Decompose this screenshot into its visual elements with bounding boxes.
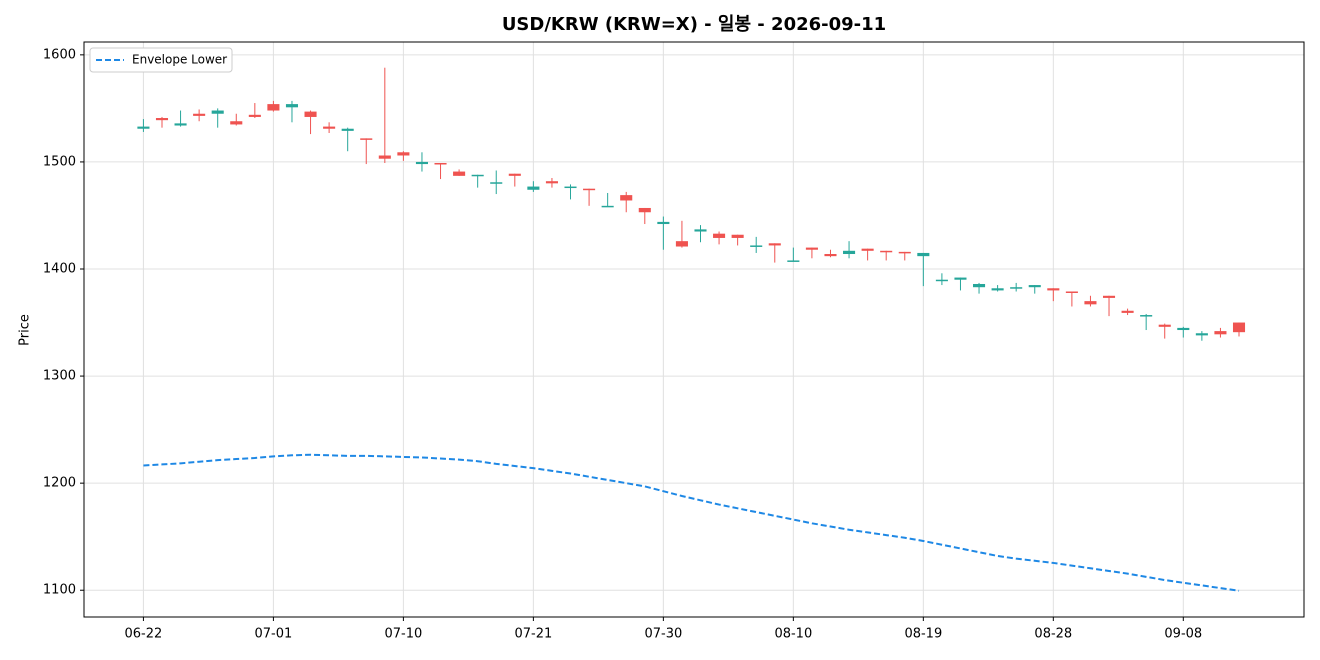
candle-body [415,161,428,165]
candle-body [471,174,484,177]
candle-body [1084,301,1097,305]
y-tick-label: 1600 [43,47,76,62]
legend-box [89,47,233,73]
candle-body [341,128,354,131]
candle-body [248,114,261,117]
y-tick-label: 1300 [43,369,76,384]
candle-body [378,155,391,159]
candle-body [564,186,577,189]
candle-body [267,104,280,111]
candle-body [601,205,614,208]
candle-body [917,252,930,257]
candle-body [211,110,224,114]
candle-body [973,283,986,288]
candle-body [991,288,1004,291]
legend-label: Envelope Lower [132,53,227,67]
candle-body [1028,285,1041,288]
chart-title: USD/KRW (KRW=X) - 일봉 - 2026-09-11 [502,14,886,35]
candle-body [304,111,317,117]
candle-body [750,245,763,247]
candle-body [583,188,596,191]
candle-body [397,152,410,156]
candle-body [1065,291,1078,293]
y-tick-label: 1200 [43,476,76,491]
candle-body [490,182,503,184]
candle-body [1158,324,1171,327]
candle-body [954,277,967,280]
candle-body [1232,322,1246,333]
candle-body [824,254,837,257]
candle-body [323,126,336,129]
candle-body [527,186,540,190]
candle-body [155,118,169,121]
candle-body [1047,288,1060,291]
plot-frame [83,41,1305,618]
candle-body [174,123,187,126]
candle-body [731,234,744,238]
candle-body [1121,310,1134,313]
y-axis-label: Price [18,314,33,346]
candle-body [620,195,633,201]
candle-body [285,104,299,108]
candle-body [675,241,688,247]
candle-body [768,243,781,246]
y-tick-label: 1500 [43,154,76,169]
candle-body [230,121,243,125]
candle-body [805,247,818,250]
y-tick-label: 1100 [43,583,76,598]
candle-body [843,250,856,255]
x-tick-label: 06-22 [125,627,163,642]
candle-body [434,162,447,165]
candle-body [694,229,707,232]
candle-body [787,260,800,262]
candle-body [657,221,670,225]
x-tick-label: 08-28 [1034,627,1072,642]
candle-body [508,173,521,176]
candle-body [1102,295,1116,298]
x-tick-label: 08-19 [904,627,942,642]
candle-body [137,126,150,129]
x-tick-label: 07-21 [514,627,552,642]
x-tick-label: 07-10 [385,627,423,642]
x-tick-label: 09-08 [1164,627,1202,642]
candle-body [1195,333,1208,336]
candle-body [898,251,911,254]
candle-body [360,138,373,140]
candle-body [193,113,206,116]
candle-body [1214,331,1227,335]
candle-body [1010,287,1023,289]
y-tick-label: 1400 [43,262,76,277]
candle-body [861,248,874,251]
candle-body [713,233,726,238]
line-series [143,453,1240,592]
candle-body [1140,315,1153,317]
candle-body [638,207,651,213]
candle-body [880,250,893,253]
candle-body [1177,327,1190,331]
x-tick-label: 07-01 [255,627,293,642]
candle-body [453,171,466,176]
candle-body [545,181,558,184]
x-tick-label: 08-10 [774,627,812,642]
candle-body [935,279,948,282]
x-tick-label: 07-30 [644,627,682,642]
